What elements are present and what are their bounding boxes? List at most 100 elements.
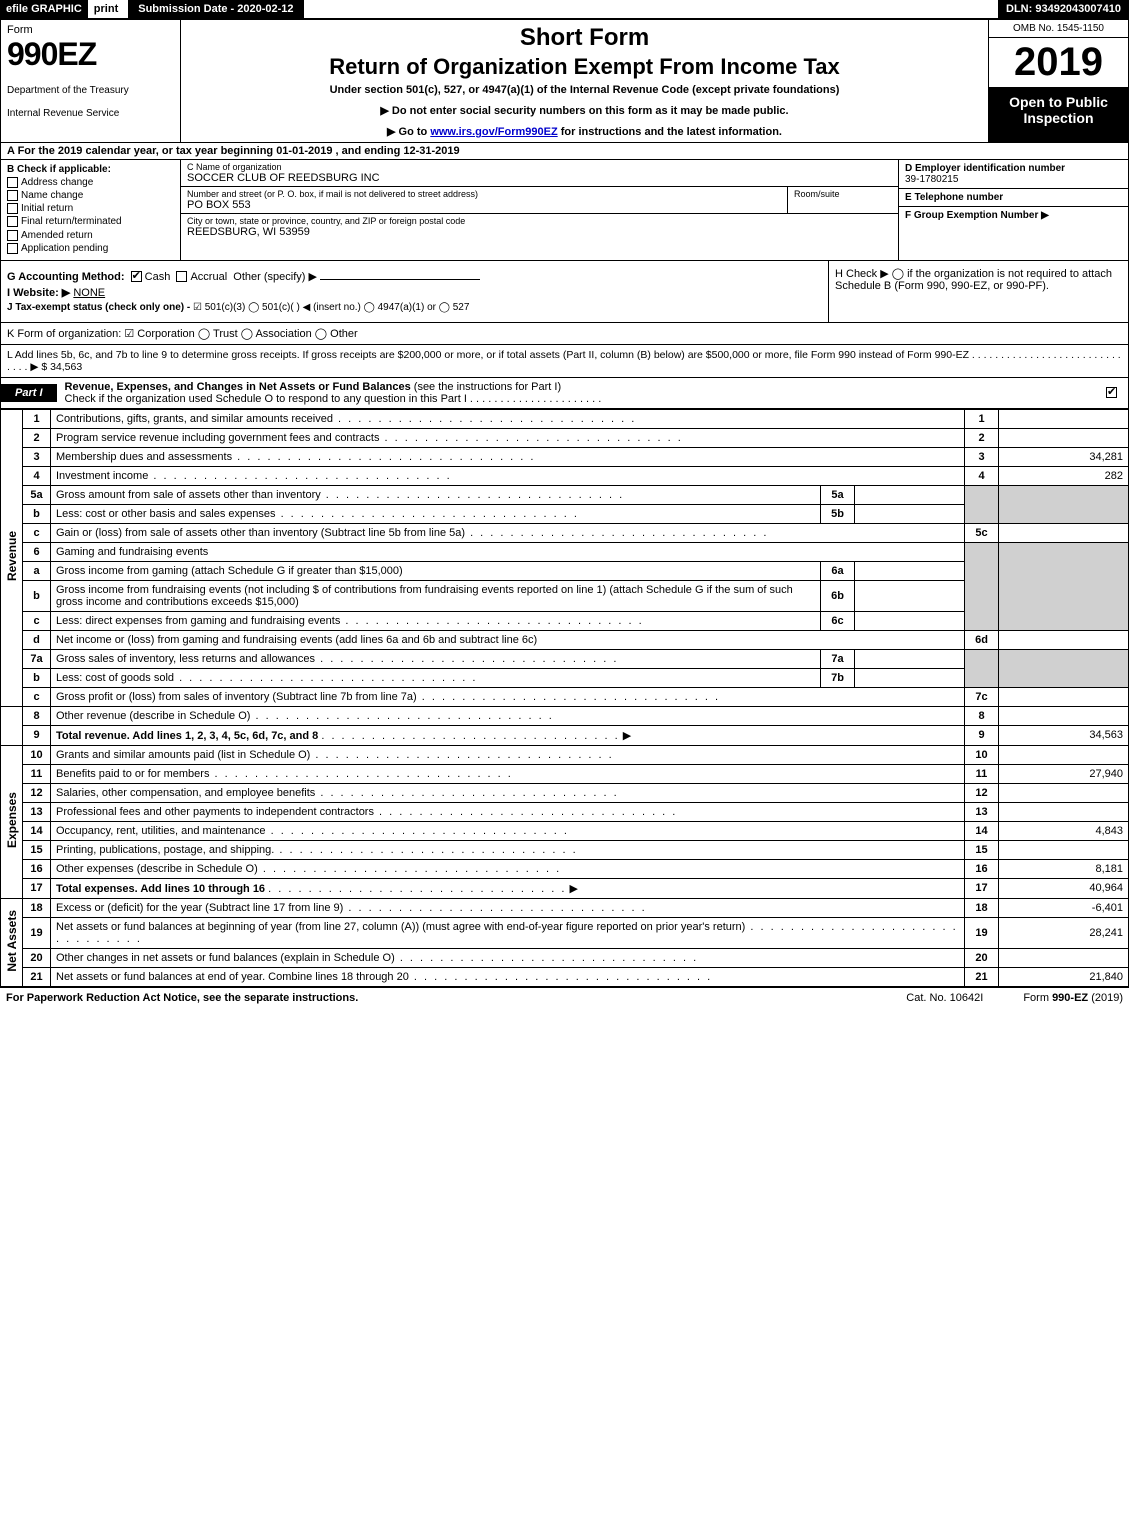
ln20-box: 20: [965, 948, 999, 967]
part1-paren: (see the instructions for Part I): [411, 381, 561, 393]
ln5a-sub: 5a: [821, 485, 855, 504]
side-netassets: Net Assets: [1, 898, 23, 986]
ln7c-amt: [999, 687, 1129, 706]
ln6-desc: Gaming and fundraising events: [51, 542, 965, 561]
ln5c-amt: [999, 523, 1129, 542]
dept-irs: Internal Revenue Service: [7, 108, 174, 119]
ln11-desc: Benefits paid to or for members: [51, 764, 965, 783]
website-label: I Website: ▶: [7, 287, 70, 299]
ln15-box: 15: [965, 840, 999, 859]
ln17-amt: 40,964: [999, 878, 1129, 898]
ln13-amt: [999, 802, 1129, 821]
ln7b-desc: Less: cost of goods sold: [51, 668, 821, 687]
ln4-desc: Investment income: [51, 466, 965, 485]
website-value: NONE: [73, 287, 105, 299]
ln1-amt: [999, 409, 1129, 428]
side-revenue: Revenue: [1, 409, 23, 706]
ln15-num: 15: [23, 840, 51, 859]
ln6c-desc: Less: direct expenses from gaming and fu…: [51, 611, 821, 630]
chk-name-change[interactable]: Name change: [7, 190, 174, 201]
ln7a-desc: Gross sales of inventory, less returns a…: [51, 649, 821, 668]
ln6abc-greybox: [965, 542, 999, 630]
street-row: Number and street (or P. O. box, if mail…: [181, 187, 898, 214]
ln2-amt: [999, 428, 1129, 447]
form-number: 990EZ: [7, 36, 174, 73]
ln4-box: 4: [965, 466, 999, 485]
ln2-desc: Program service revenue including govern…: [51, 428, 965, 447]
box-def: D Employer identification number 39-1780…: [898, 160, 1128, 260]
line-g: G Accounting Method: Cash Accrual Other …: [7, 270, 822, 283]
ln6-num: 6: [23, 542, 51, 561]
subtitle-code: Under section 501(c), 527, or 4947(a)(1)…: [191, 84, 978, 96]
ln7a-subval: [855, 649, 965, 668]
org-name-label: C Name of organization: [187, 162, 892, 172]
ln18-box: 18: [965, 898, 999, 917]
ln1-box: 1: [965, 409, 999, 428]
side-revenue-cont: [1, 706, 23, 745]
row-l: L Add lines 5b, 6c, and 7b to line 9 to …: [0, 345, 1129, 378]
ln1-desc: Contributions, gifts, grants, and simila…: [51, 409, 965, 428]
irs-link[interactable]: www.irs.gov/Form990EZ: [430, 126, 557, 138]
ln13-desc: Professional fees and other payments to …: [51, 802, 965, 821]
ln10-desc: Grants and similar amounts paid (list in…: [51, 745, 965, 764]
tel-cell: E Telephone number: [899, 189, 1128, 207]
chk-application-pending[interactable]: Application pending: [7, 243, 174, 254]
ln4-amt: 282: [999, 466, 1129, 485]
lines-table: Revenue 1 Contributions, gifts, grants, …: [0, 409, 1129, 987]
ln12-desc: Salaries, other compensation, and employ…: [51, 783, 965, 802]
ln18-amt: -6,401: [999, 898, 1129, 917]
print-button[interactable]: print: [88, 0, 124, 18]
ln12-amt: [999, 783, 1129, 802]
chk-address-change[interactable]: Address change: [7, 177, 174, 188]
box-b-header: B Check if applicable:: [7, 164, 174, 175]
ln3-num: 3: [23, 447, 51, 466]
ln5b-subval: [855, 504, 965, 523]
ln18-num: 18: [23, 898, 51, 917]
box-b: B Check if applicable: Address change Na…: [1, 160, 181, 260]
chk-accrual[interactable]: [176, 271, 187, 282]
part1-schedule-o-checkbox[interactable]: [1106, 387, 1128, 399]
ln14-desc: Occupancy, rent, utilities, and maintena…: [51, 821, 965, 840]
ln11-amt: 27,940: [999, 764, 1129, 783]
ln7b-subval: [855, 668, 965, 687]
instructions-link-line: ▶ Go to www.irs.gov/Form990EZ for instru…: [191, 125, 978, 138]
sub3-pre: ▶ Go to: [387, 126, 430, 138]
chk-cash[interactable]: [131, 271, 142, 282]
ln6d-desc: Net income or (loss) from gaming and fun…: [51, 630, 965, 649]
ln17-box: 17: [965, 878, 999, 898]
dept-treasury: Department of the Treasury: [7, 85, 174, 96]
ln7b-num: b: [23, 668, 51, 687]
ln2-num: 2: [23, 428, 51, 447]
ln6d-num: d: [23, 630, 51, 649]
row-a-tax-year: A For the 2019 calendar year, or tax yea…: [0, 143, 1129, 160]
ln6a-subval: [855, 561, 965, 580]
page-footer: For Paperwork Reduction Act Notice, see …: [0, 987, 1129, 1008]
ln7a-sub: 7a: [821, 649, 855, 668]
ln19-amt: 28,241: [999, 917, 1129, 948]
ln6a-desc: Gross income from gaming (attach Schedul…: [51, 561, 821, 580]
ln14-box: 14: [965, 821, 999, 840]
ln12-box: 12: [965, 783, 999, 802]
col-gij: G Accounting Method: Cash Accrual Other …: [1, 261, 828, 322]
chk-final-return[interactable]: Final return/terminated: [7, 216, 174, 227]
ln19-box: 19: [965, 917, 999, 948]
chk-initial-return[interactable]: Initial return: [7, 203, 174, 214]
ln6c-num: c: [23, 611, 51, 630]
ln14-amt: 4,843: [999, 821, 1129, 840]
ln19-desc: Net assets or fund balances at beginning…: [51, 917, 965, 948]
ln10-num: 10: [23, 745, 51, 764]
top-bar: efile GRAPHIC print Submission Date - 20…: [0, 0, 1129, 19]
ln17-desc: Total expenses. Add lines 10 through 16 …: [51, 878, 965, 898]
submission-date: Submission Date - 2020-02-12: [128, 0, 303, 18]
header-center: Short Form Return of Organization Exempt…: [181, 20, 988, 142]
other-specify-input[interactable]: [320, 279, 480, 280]
ln8-amt: [999, 706, 1129, 725]
suite-cell: Room/suite: [788, 187, 898, 213]
ln5a-desc: Gross amount from sale of assets other t…: [51, 485, 821, 504]
org-name: SOCCER CLUB OF REEDSBURG INC: [187, 172, 892, 184]
chk-amended-return[interactable]: Amended return: [7, 230, 174, 241]
ein-label: D Employer identification number: [905, 163, 1122, 174]
city-cell: City or town, state or province, country…: [181, 214, 898, 240]
col-h: H Check ▶ ◯ if the organization is not r…: [828, 261, 1128, 322]
ln6b-desc: Gross income from fundraising events (no…: [51, 580, 821, 611]
